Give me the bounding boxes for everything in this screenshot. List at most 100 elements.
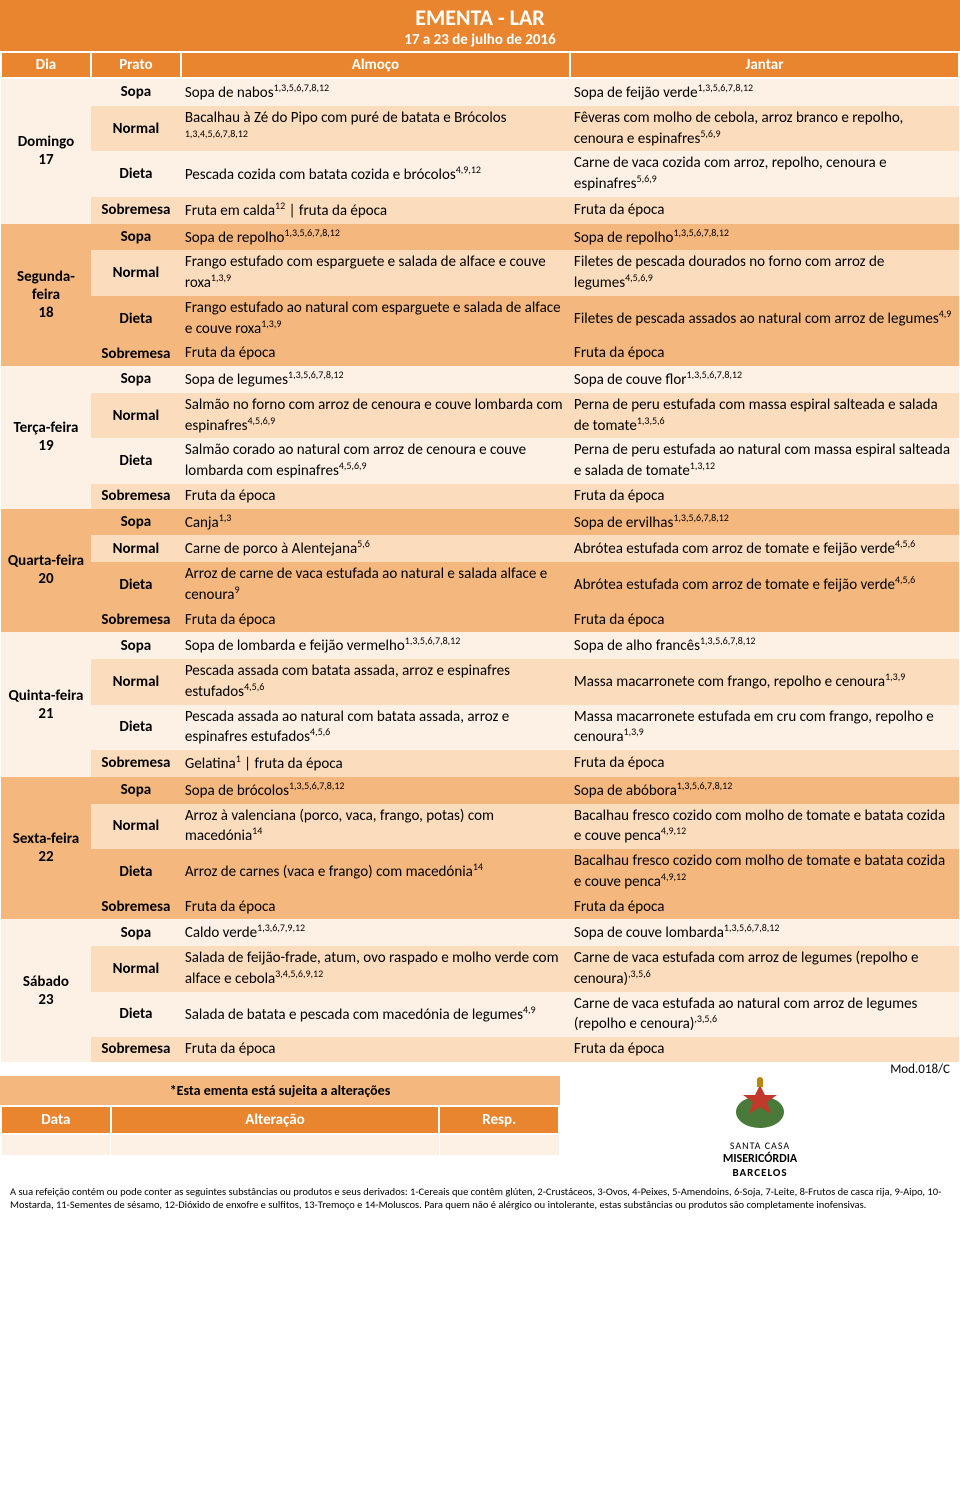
col-day: Dia — [1, 52, 91, 78]
brand-1: SANTA CASA — [560, 1139, 960, 1152]
dinner-cell: Sopa de repolho1,3,5,6,7,8,12 — [570, 224, 959, 251]
notice: *Esta ementa está sujeita a alterações — [0, 1076, 560, 1105]
mod-code: Mod.018/C — [560, 1062, 960, 1077]
dinner-cell: Bacalhau fresco cozido com molho de toma… — [570, 849, 959, 895]
prato-label: Normal — [91, 804, 181, 850]
dinner-cell: Sopa de couve flor1,3,5,6,7,8,12 — [570, 366, 959, 393]
dinner-cell: Fruta da época — [570, 895, 959, 920]
dinner-cell: Filetes de pescada assados ao natural co… — [570, 296, 959, 342]
lunch-cell: Sopa de repolho1,3,5,6,7,8,12 — [181, 224, 570, 251]
lunch-cell: Frango estufado ao natural com esparguet… — [181, 296, 570, 342]
brand-2: MISERICÓRDIA — [560, 1152, 960, 1166]
dinner-cell: Sopa de feijão verde1,3,5,6,7,8,12 — [570, 78, 959, 106]
lunch-cell: Fruta em calda12 | fruta da época — [181, 197, 570, 224]
lunch-cell: Pescada assada ao natural com batata ass… — [181, 705, 570, 751]
lunch-cell: Caldo verde1,3,6,7,9,12 — [181, 919, 570, 946]
prato-label: Sopa — [91, 509, 181, 536]
col-prato: Prato — [91, 52, 181, 78]
date-range: 17 a 23 de julho de 2016 — [0, 31, 960, 49]
dinner-cell: Fruta da época — [570, 608, 959, 633]
menu-table: Dia Prato Almoço Jantar Domingo17SopaSop… — [0, 51, 960, 1062]
prato-label: Normal — [91, 393, 181, 439]
dinner-cell: Abrótea estufada com arroz de tomate e f… — [570, 535, 959, 562]
document-header: EMENTA - LAR 17 a 23 de julho de 2016 — [0, 0, 960, 51]
dinner-cell: Carne de vaca estufada ao natural com ar… — [570, 992, 959, 1038]
prato-label: Normal — [91, 946, 181, 992]
dinner-cell: Perna de peru estufada com massa espiral… — [570, 393, 959, 439]
prato-label: Dieta — [91, 992, 181, 1038]
dinner-cell: Fruta da época — [570, 197, 959, 224]
lunch-cell: Arroz à valenciana (porco, vaca, frango,… — [181, 804, 570, 850]
prato-label: Sopa — [91, 777, 181, 804]
prato-label: Dieta — [91, 296, 181, 342]
dinner-cell: Fêveras com molho de cebola, arroz branc… — [570, 106, 959, 152]
prato-label: Dieta — [91, 438, 181, 484]
lunch-cell: Arroz de carne de vaca estufada ao natur… — [181, 562, 570, 608]
dinner-cell: Massa macarronete com frango, repolho e … — [570, 659, 959, 705]
prato-label: Sopa — [91, 919, 181, 946]
prato-label: Sobremesa — [91, 608, 181, 633]
lunch-cell: Frango estufado com esparguete e salada … — [181, 250, 570, 296]
day-label: Sábado23 — [1, 919, 91, 1062]
lunch-cell: Bacalhau à Zé do Pipo com puré de batata… — [181, 106, 570, 152]
day-label: Quinta-feira21 — [1, 632, 91, 777]
lunch-cell: Sopa de lombarda e feijão vermelho1,3,5,… — [181, 632, 570, 659]
day-label: Terça-feira19 — [1, 366, 91, 509]
dinner-cell: Perna de peru estufada ao natural com ma… — [570, 438, 959, 484]
title: EMENTA - LAR — [0, 4, 960, 31]
prato-label: Normal — [91, 535, 181, 562]
dinner-cell: Carne de vaca cozida com arroz, repolho,… — [570, 151, 959, 197]
dinner-cell: Sopa de alho francês1,3,5,6,7,8,12 — [570, 632, 959, 659]
prato-label: Sopa — [91, 224, 181, 251]
col-lunch: Almoço — [181, 52, 570, 78]
dinner-cell: Massa macarronete estufada em cru com fr… — [570, 705, 959, 751]
lunch-cell: Canja1,3 — [181, 509, 570, 536]
prato-label: Sobremesa — [91, 197, 181, 224]
dinner-cell: Abrótea estufada com arroz de tomate e f… — [570, 562, 959, 608]
allergen-notice: A sua refeição contém ou pode conter as … — [0, 1179, 960, 1222]
prato-label: Dieta — [91, 849, 181, 895]
prato-label: Dieta — [91, 562, 181, 608]
lunch-cell: Fruta da época — [181, 895, 570, 920]
prato-label: Sopa — [91, 632, 181, 659]
prato-label: Sobremesa — [91, 895, 181, 920]
day-label: Domingo17 — [1, 78, 91, 224]
dinner-cell: Sopa de couve lombarda1,3,5,6,7,8,12 — [570, 919, 959, 946]
lunch-cell: Pescada cozida com batata cozida e bróco… — [181, 151, 570, 197]
dinner-cell: Fruta da época — [570, 341, 959, 366]
lunch-cell: Salmão no forno com arroz de cenoura e c… — [181, 393, 570, 439]
alter-table: Data Alteração Resp. — [0, 1105, 560, 1156]
lunch-cell: Fruta da época — [181, 341, 570, 366]
day-label: Segunda-feira18 — [1, 224, 91, 367]
lunch-cell: Arroz de carnes (vaca e frango) com mace… — [181, 849, 570, 895]
dinner-cell: Fruta da época — [570, 484, 959, 509]
prato-label: Dieta — [91, 705, 181, 751]
dinner-cell: Carne de vaca estufada com arroz de legu… — [570, 946, 959, 992]
prato-label: Sobremesa — [91, 341, 181, 366]
dinner-cell: Bacalhau fresco cozido com molho de toma… — [570, 804, 959, 850]
alter-resp: Resp. — [439, 1106, 559, 1134]
dinner-cell: Sopa de ervilhas1,3,5,6,7,8,12 — [570, 509, 959, 536]
lunch-cell: Salada de batata e pescada com macedónia… — [181, 992, 570, 1038]
prato-label: Normal — [91, 250, 181, 296]
prato-label: Dieta — [91, 151, 181, 197]
alter-data: Data — [1, 1106, 111, 1134]
lunch-cell: Fruta da época — [181, 484, 570, 509]
lunch-cell: Sopa de legumes1,3,5,6,7,8,12 — [181, 366, 570, 393]
prato-label: Normal — [91, 659, 181, 705]
prato-label: Sopa — [91, 366, 181, 393]
prato-label: Sobremesa — [91, 1037, 181, 1062]
dinner-cell: Filetes de pescada dourados no forno com… — [570, 250, 959, 296]
lunch-cell: Fruta da época — [181, 608, 570, 633]
lunch-cell: Salada de feijão-frade, atum, ovo raspad… — [181, 946, 570, 992]
dinner-cell: Fruta da época — [570, 1037, 959, 1062]
lunch-cell: Pescada assada com batata assada, arroz … — [181, 659, 570, 705]
lunch-cell: Sopa de brócolos1,3,5,6,7,8,12 — [181, 777, 570, 804]
day-label: Quarta-feira20 — [1, 509, 91, 633]
lunch-cell: Gelatina1 | fruta da época — [181, 750, 570, 777]
dinner-cell: Fruta da época — [570, 750, 959, 777]
prato-label: Sopa — [91, 78, 181, 106]
lunch-cell: Carne de porco à Alentejana5,6 — [181, 535, 570, 562]
dinner-cell: Sopa de abóbora1,3,5,6,7,8,12 — [570, 777, 959, 804]
crest-icon — [560, 1077, 960, 1139]
